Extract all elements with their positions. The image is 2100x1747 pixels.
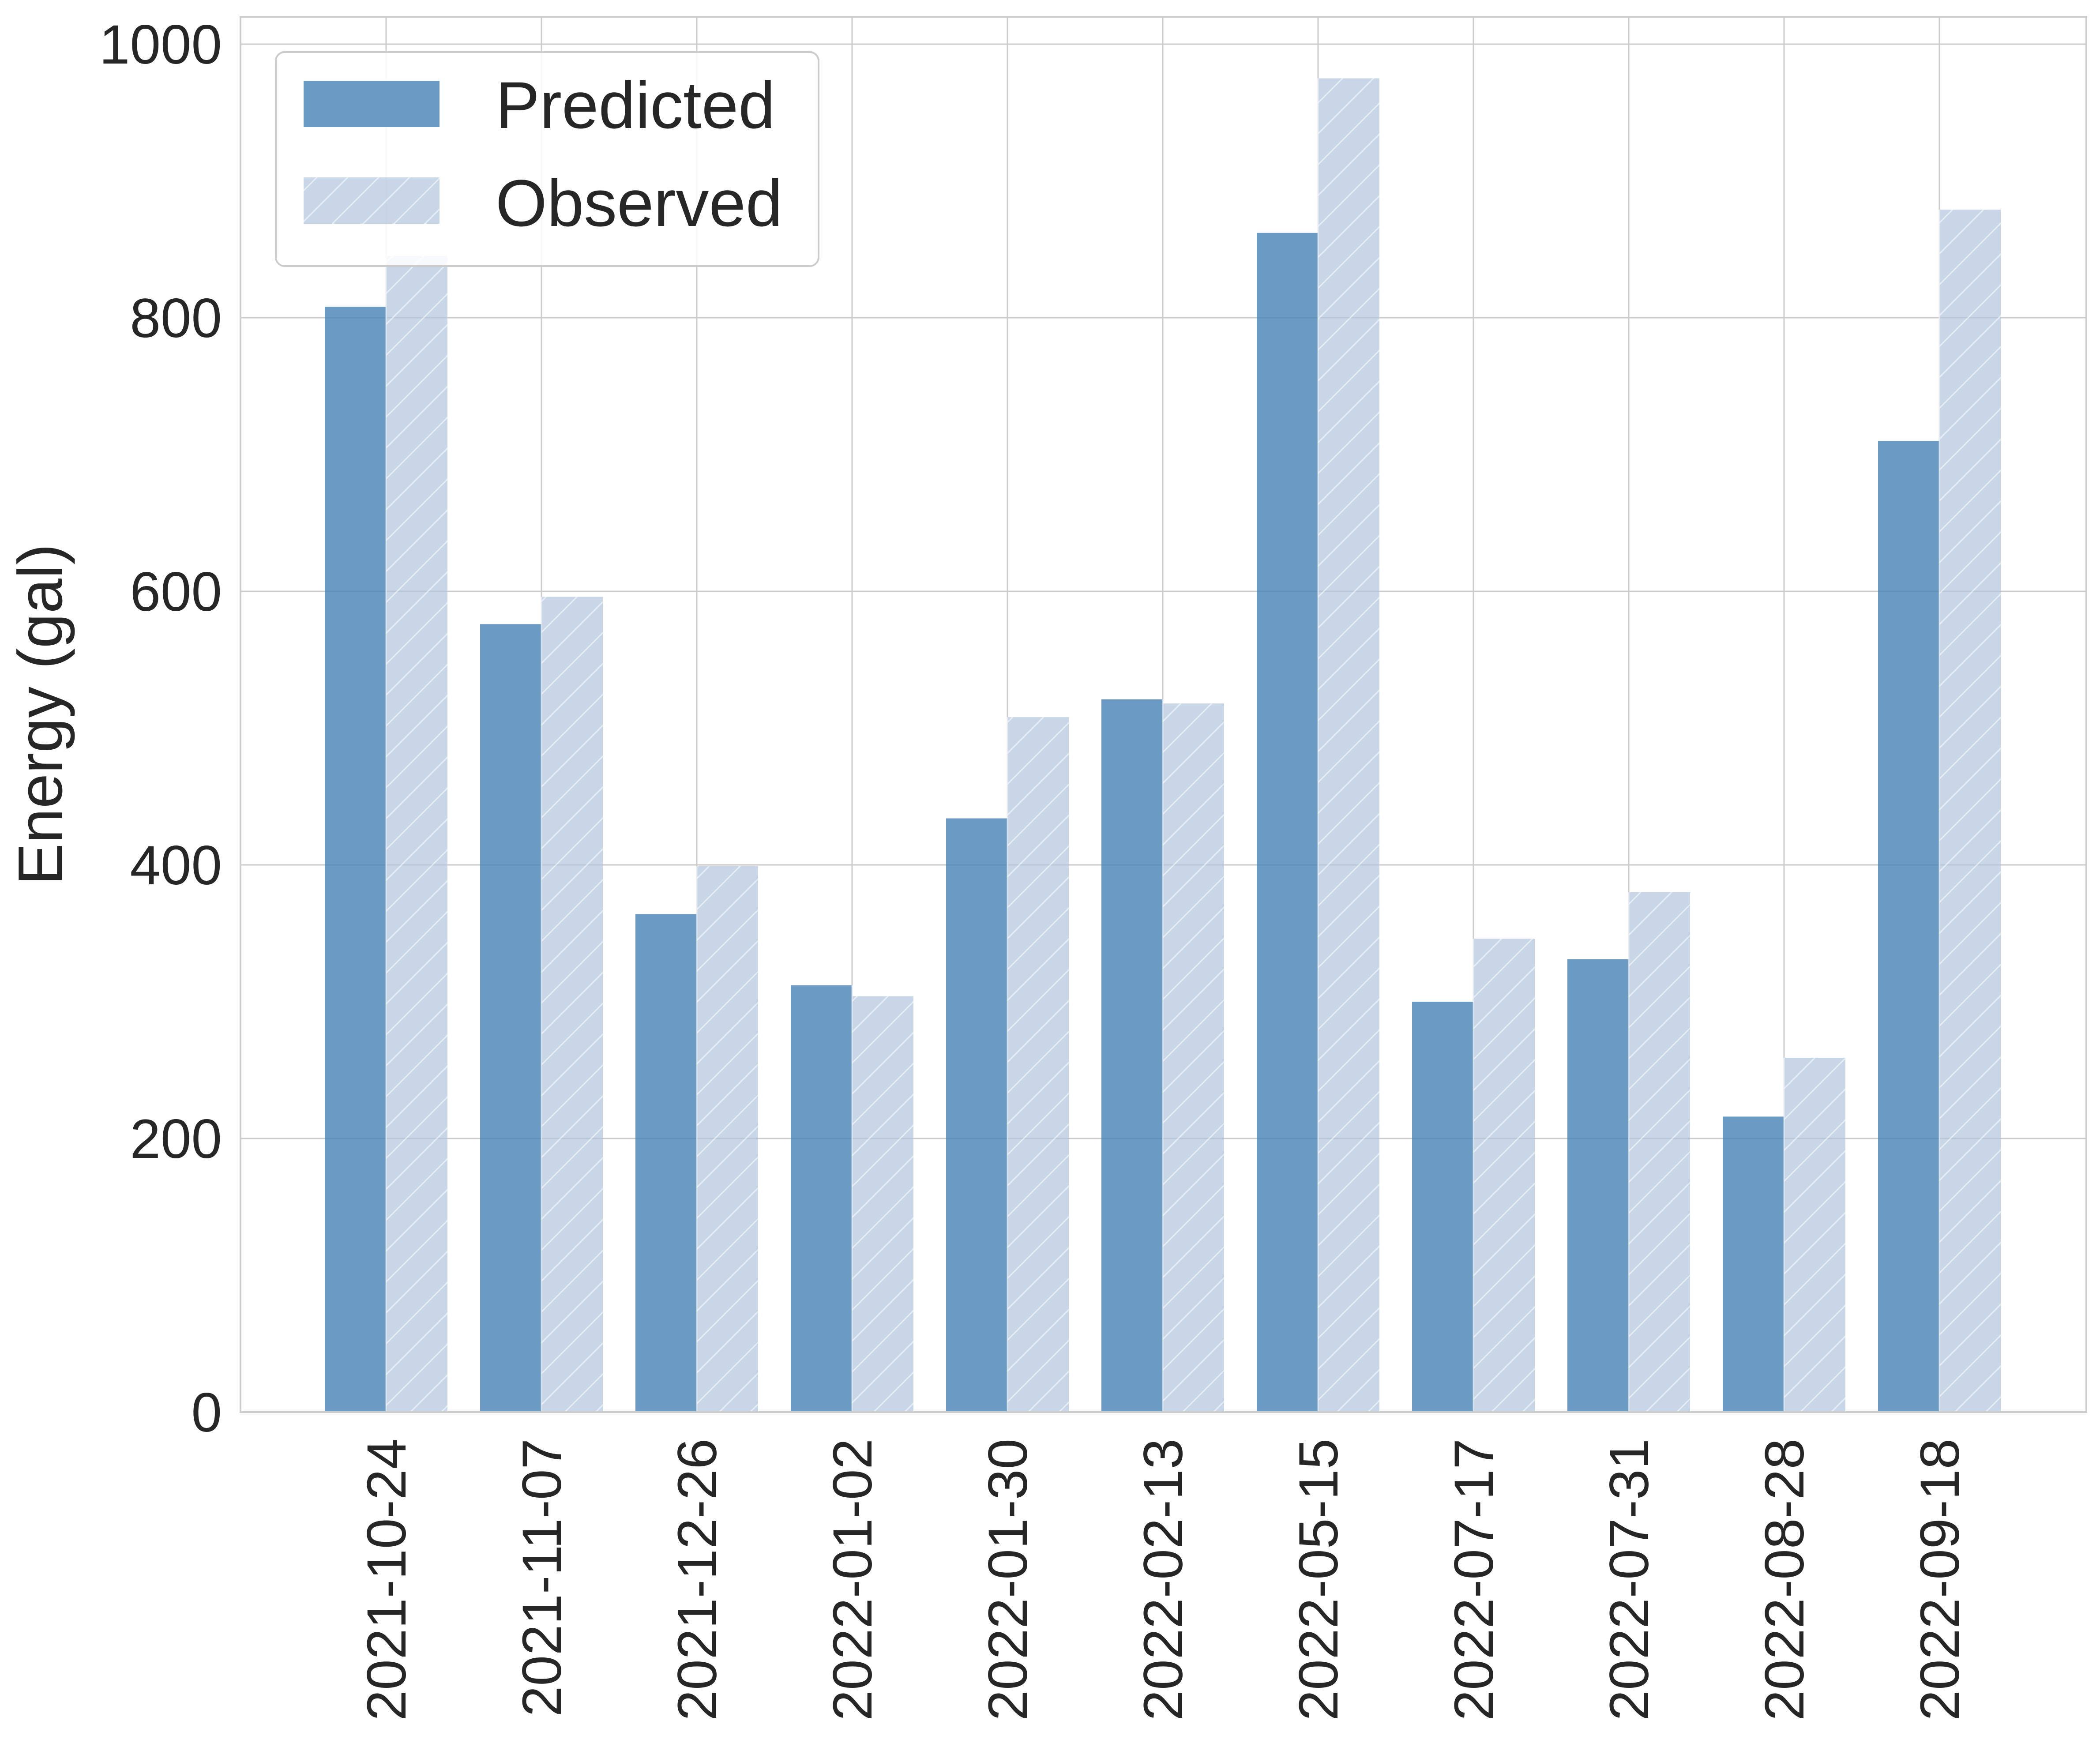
- y-tick-label: 400: [130, 835, 222, 896]
- x-tick-label: 2022-07-31: [1599, 1439, 1660, 1721]
- bar-observed-hatch: [386, 256, 447, 1412]
- legend-label-observed: Observed: [496, 166, 782, 240]
- x-tick-label: 2021-12-26: [667, 1439, 728, 1721]
- bar-predicted: [325, 307, 386, 1413]
- bar-predicted: [1723, 1116, 1784, 1412]
- bar-predicted: [1412, 1002, 1473, 1412]
- x-tick-label: 2022-01-02: [822, 1439, 883, 1721]
- bar-observed-hatch: [1318, 78, 1379, 1412]
- x-tick-label: 2022-02-13: [1133, 1439, 1194, 1721]
- legend: Predicted Observed: [275, 51, 819, 267]
- bar-observed-hatch: [1163, 703, 1224, 1412]
- bar-predicted: [1257, 233, 1318, 1412]
- x-tick-label: 2021-10-24: [356, 1439, 417, 1721]
- bar-predicted: [1878, 441, 1939, 1412]
- x-tick-label: 2022-08-28: [1754, 1439, 1815, 1721]
- y-tick-label: 1000: [99, 14, 222, 75]
- y-tick-label: 0: [191, 1382, 222, 1443]
- x-tick-label: 2022-09-18: [1909, 1439, 1971, 1721]
- bar-observed-hatch: [1473, 939, 1535, 1412]
- y-tick-label: 600: [130, 561, 222, 623]
- y-axis-ticks: 0 200 400 600 800 1000: [99, 14, 222, 1443]
- bar-observed-hatch: [541, 597, 603, 1412]
- bar-predicted: [791, 985, 852, 1412]
- bar-predicted: [946, 818, 1007, 1412]
- legend-swatch-observed-hatch: [304, 177, 440, 224]
- bar-predicted: [1567, 959, 1629, 1412]
- y-tick-label: 200: [130, 1108, 222, 1170]
- x-axis-ticks: 2021-10-24 2021-11-07 2021-12-26 2022-01-02…: [356, 1439, 1971, 1721]
- x-tick-label: 2022-07-17: [1443, 1439, 1505, 1721]
- bar-observed-hatch: [697, 866, 758, 1412]
- x-tick-label: 2022-05-15: [1288, 1439, 1349, 1721]
- legend-label-predicted: Predicted: [496, 68, 775, 142]
- bar-observed-hatch: [1784, 1058, 1845, 1412]
- bar-observed-hatch: [1629, 892, 1690, 1412]
- y-axis-label: Energy (gal): [5, 544, 75, 885]
- x-tick-label: 2022-01-30: [977, 1439, 1039, 1721]
- bar-observed-hatch: [1007, 717, 1069, 1412]
- plot-frame: [240, 16, 2087, 1413]
- bar-predicted: [480, 624, 541, 1412]
- bars: [325, 78, 2001, 1413]
- bar-predicted: [1101, 699, 1163, 1412]
- bar-observed-hatch: [852, 996, 913, 1412]
- bar-observed-hatch: [1939, 210, 2001, 1412]
- y-tick-label: 800: [130, 288, 222, 349]
- x-tick-label: 2021-11-07: [511, 1439, 573, 1717]
- bar-predicted: [635, 914, 697, 1412]
- legend-swatch-predicted: [304, 81, 440, 127]
